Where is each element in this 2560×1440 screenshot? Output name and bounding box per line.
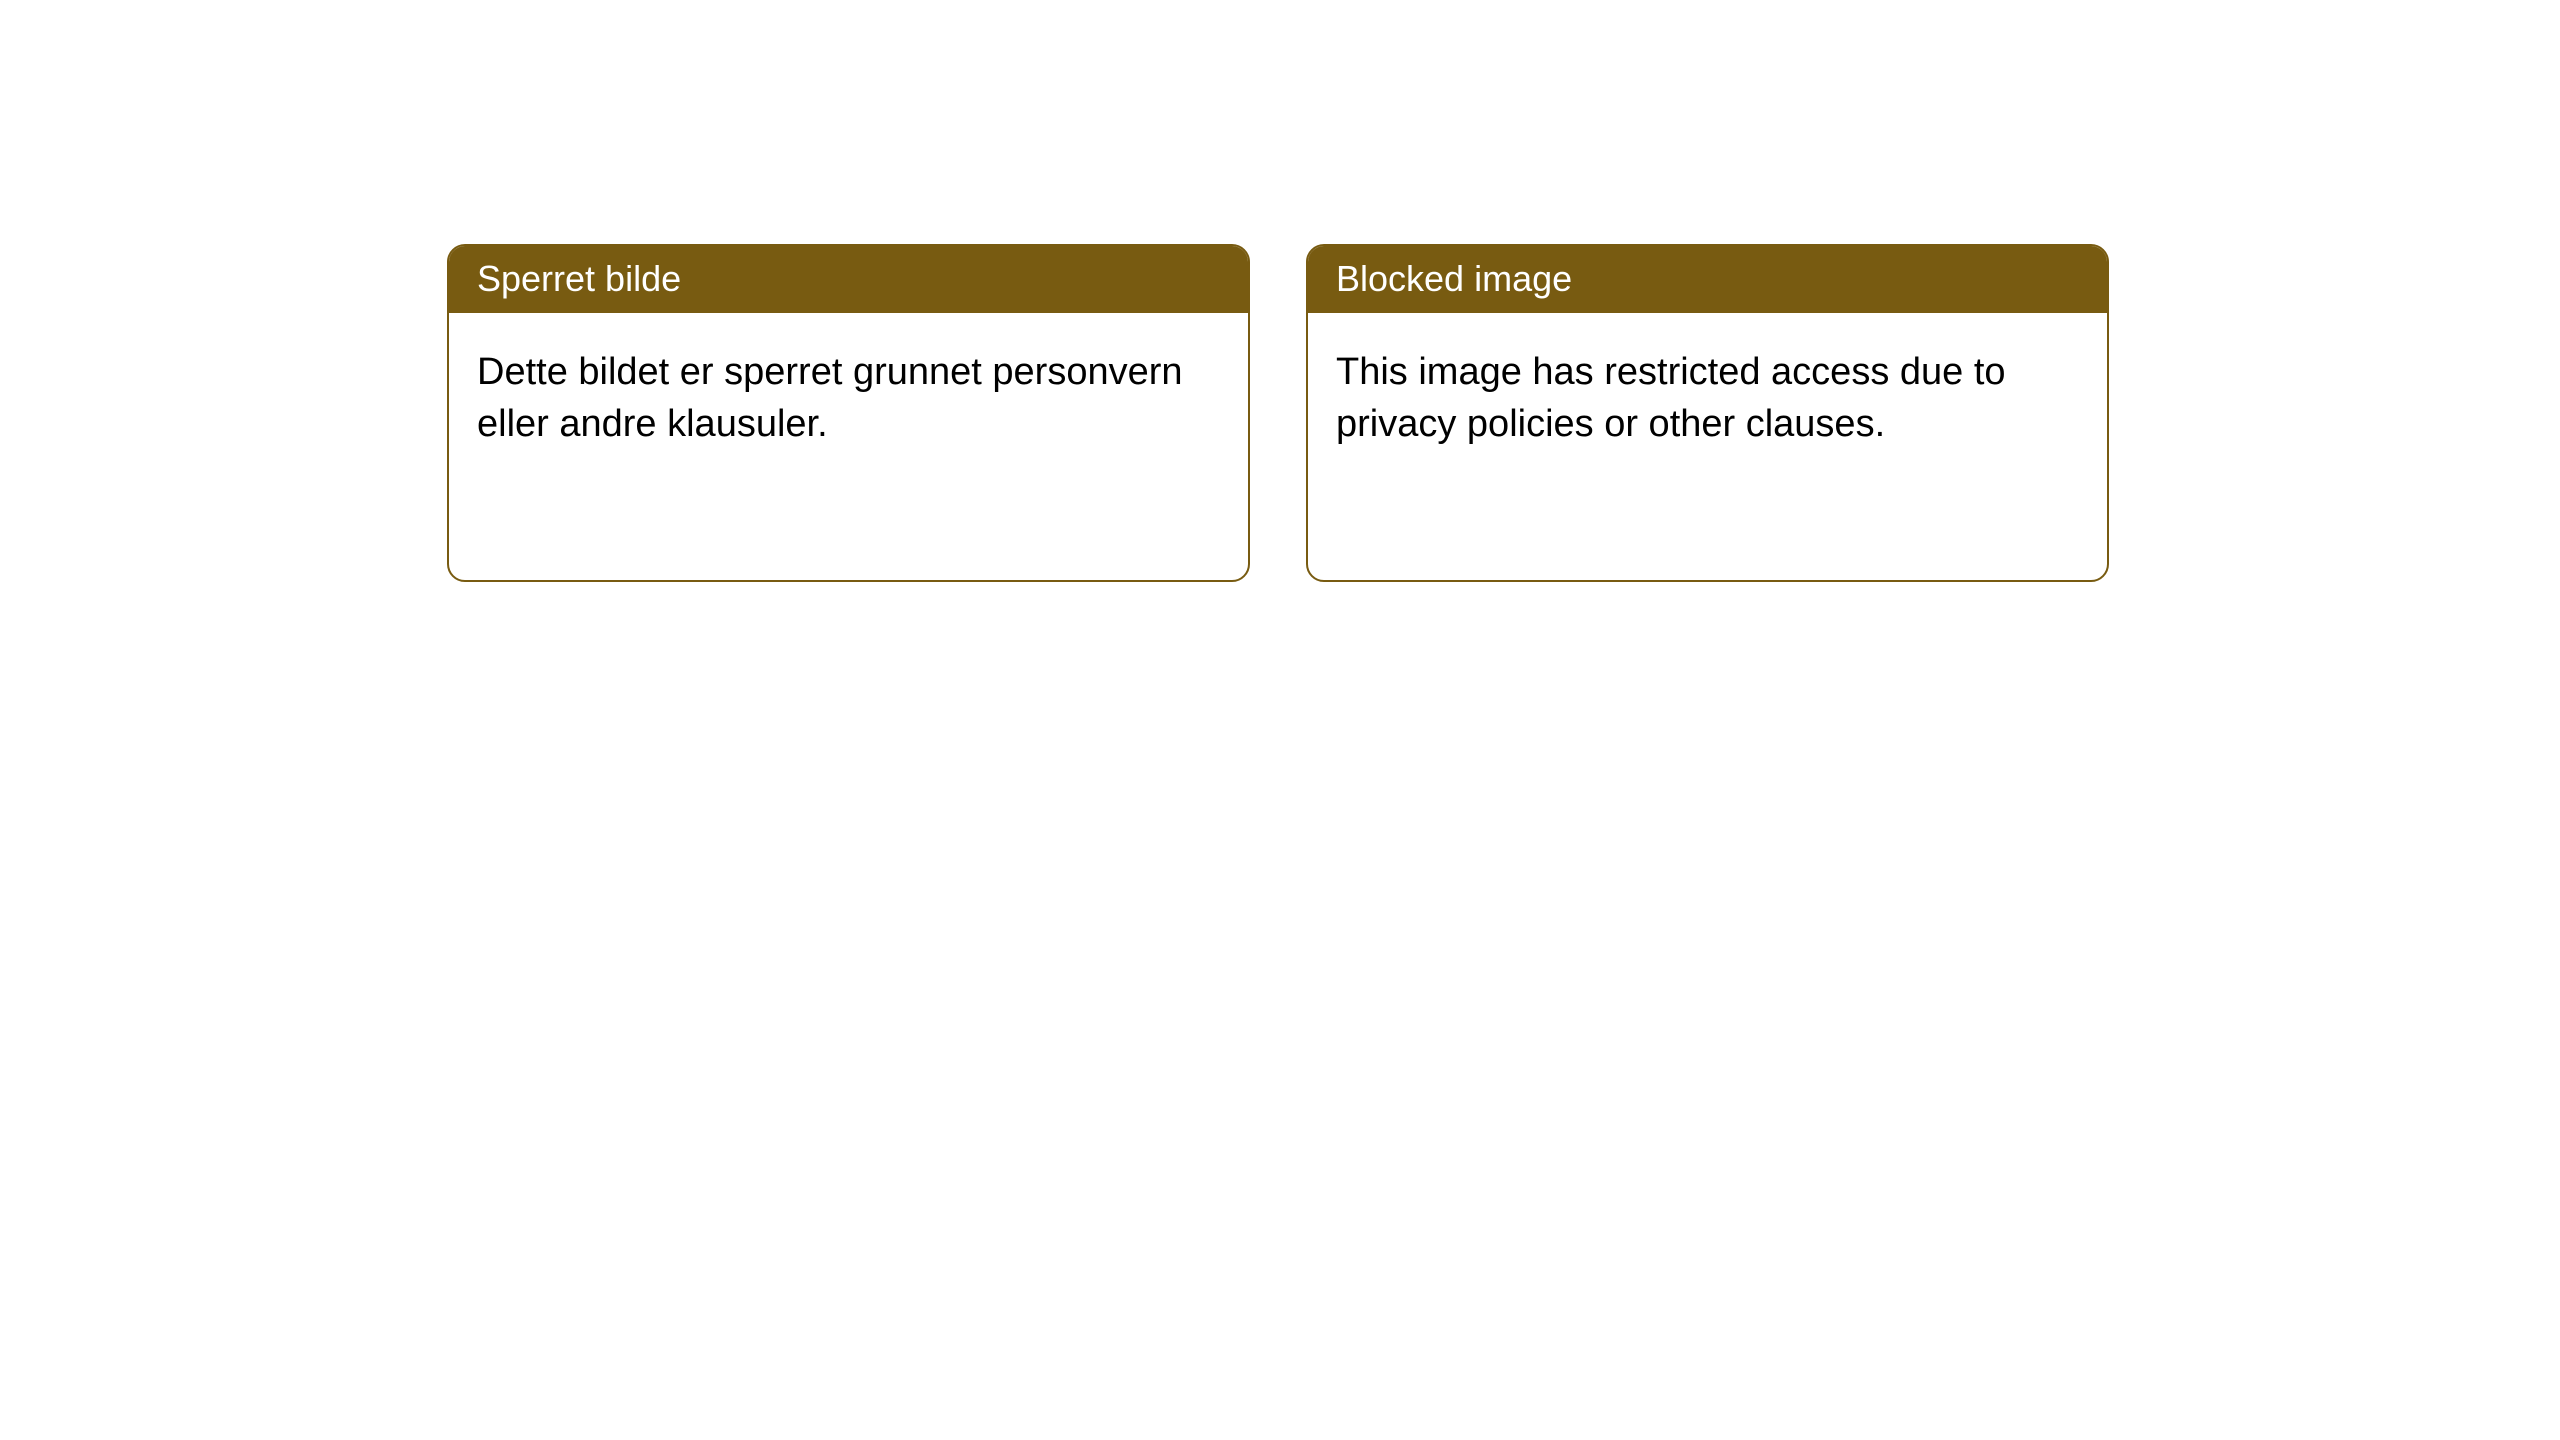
notice-container: Sperret bilde Dette bildet er sperret gr… [447,244,2109,582]
notice-title: Blocked image [1308,246,2107,313]
notice-body: Dette bildet er sperret grunnet personve… [449,313,1248,478]
notice-title: Sperret bilde [449,246,1248,313]
notice-card-english: Blocked image This image has restricted … [1306,244,2109,582]
notice-body: This image has restricted access due to … [1308,313,2107,478]
notice-card-norwegian: Sperret bilde Dette bildet er sperret gr… [447,244,1250,582]
